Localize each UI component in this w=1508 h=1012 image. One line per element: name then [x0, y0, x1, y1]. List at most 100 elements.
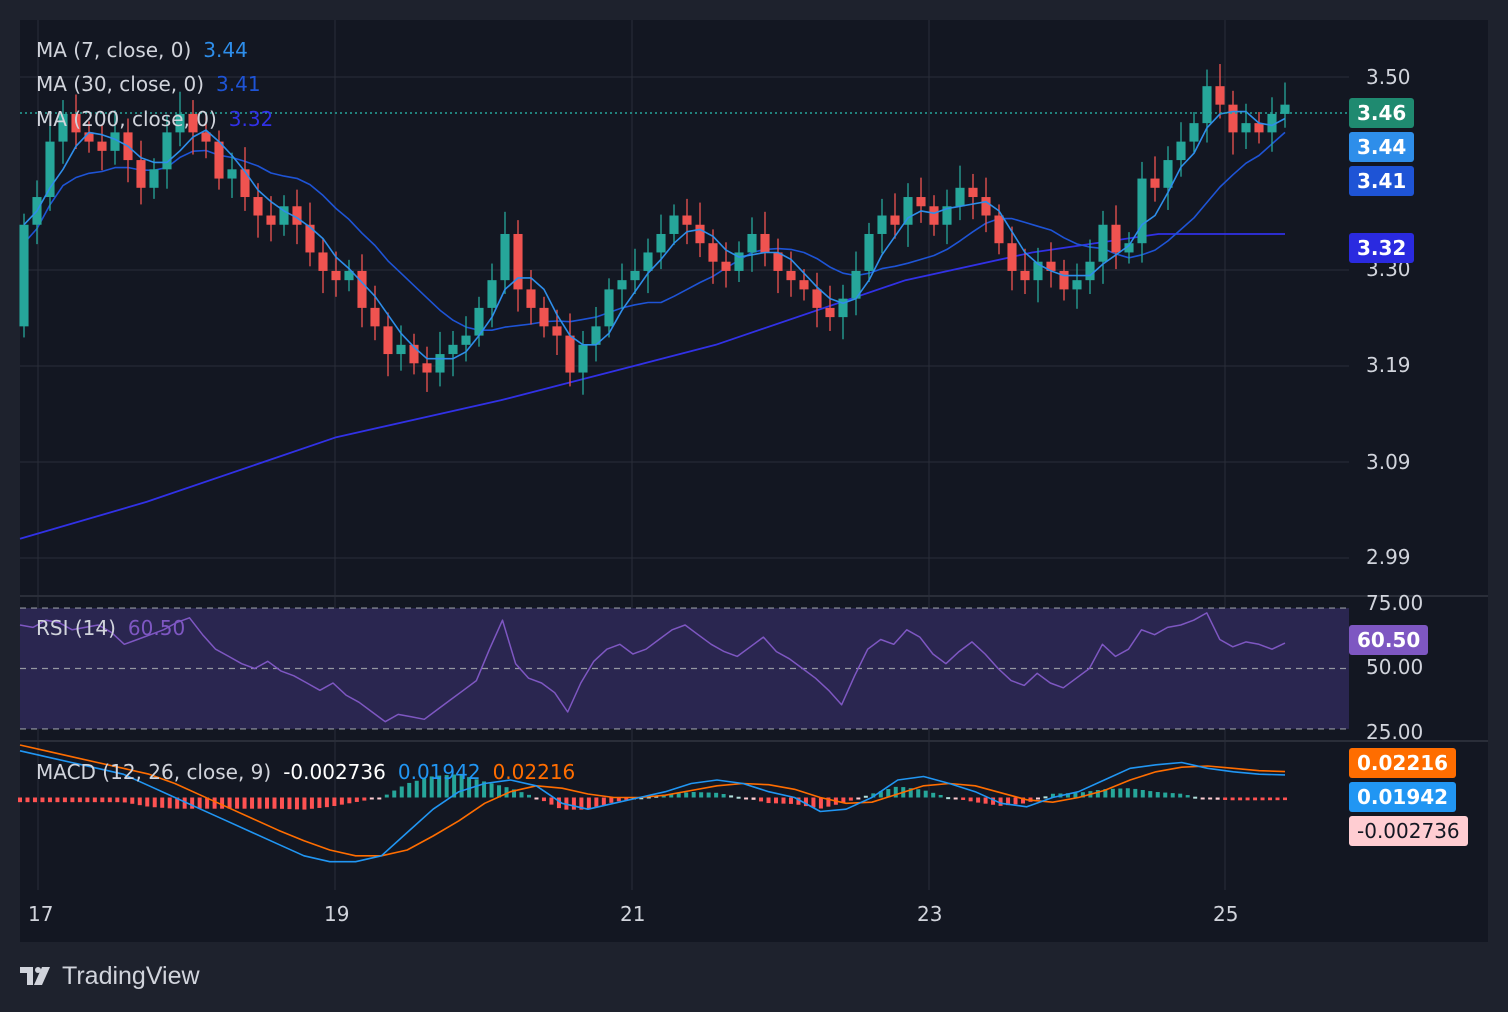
- candle-body: [1033, 261, 1043, 281]
- macd-histogram-bar: [167, 797, 172, 809]
- candle-body: [383, 326, 393, 355]
- brand[interactable]: TradingView: [20, 962, 200, 991]
- macd-histogram-bar: [32, 797, 37, 803]
- macd-histogram-bar: [1208, 797, 1213, 800]
- macd-histogram-bar: [62, 797, 67, 803]
- badge-macd-hist: -0.002736: [1349, 816, 1468, 846]
- macd-histogram-bar: [961, 797, 966, 800]
- candle-body: [1163, 160, 1173, 188]
- legend-ma200[interactable]: MA (200, close, 0) 3.32: [36, 107, 285, 131]
- candle-body: [643, 252, 653, 271]
- date-tick: 19: [324, 902, 350, 926]
- macd-histogram-bar: [669, 794, 674, 798]
- macd-histogram-bar: [781, 797, 786, 804]
- candle-body: [630, 270, 640, 281]
- macd-histogram-bar: [1080, 792, 1085, 798]
- macd-histogram-bar: [1140, 790, 1145, 798]
- candle-body: [539, 307, 549, 327]
- macd-histogram-bar: [968, 797, 973, 802]
- macd-histogram-bar: [272, 797, 277, 809]
- candle-body: [318, 252, 328, 271]
- candle-body: [513, 233, 523, 290]
- macd-histogram-bar: [317, 797, 322, 808]
- legend-ma7-value: 3.44: [203, 38, 248, 62]
- macd-histogram-bar: [70, 797, 75, 803]
- macd-histogram-bar: [1245, 797, 1250, 801]
- candle-body: [149, 169, 159, 188]
- candle-body: [669, 215, 679, 234]
- macd-histogram-bar: [976, 797, 981, 803]
- candle-body: [903, 197, 913, 225]
- macd-histogram-bar: [1006, 797, 1011, 806]
- macd-histogram-bar: [107, 797, 112, 803]
- macd-histogram-bar: [991, 797, 996, 805]
- candle-body: [1202, 86, 1212, 124]
- macd-histogram-bar: [197, 797, 202, 809]
- macd-histogram-bar: [856, 797, 861, 800]
- candle-body: [526, 289, 536, 308]
- candle-body: [994, 215, 1004, 244]
- macd-histogram-bar: [796, 797, 801, 805]
- candle-body: [1280, 104, 1290, 114]
- macd-histogram-bar: [841, 797, 846, 803]
- candle-body: [1007, 243, 1017, 271]
- macd-histogram-bar: [40, 797, 45, 803]
- legend-rsi[interactable]: RSI (14) 60.50: [36, 616, 197, 640]
- macd-histogram-bar: [294, 797, 299, 810]
- macd-pane[interactable]: [18, 744, 1287, 863]
- date-tick: 25: [1213, 902, 1239, 926]
- macd-histogram-bar: [519, 792, 524, 798]
- rsi-pane[interactable]: [19, 607, 1349, 730]
- macd-histogram-bar: [893, 786, 898, 798]
- macd-histogram-bar: [459, 774, 464, 798]
- macd-histogram-bar: [467, 777, 472, 798]
- badge-ma7: 3.44: [1349, 132, 1415, 162]
- macd-histogram-bar: [774, 797, 779, 804]
- candle-body: [552, 326, 562, 336]
- candle-body: [968, 187, 978, 198]
- candle-body: [708, 243, 718, 262]
- macd-histogram-bar: [302, 797, 307, 810]
- macd-histogram-bar: [848, 797, 853, 801]
- macd-histogram-bar: [571, 797, 576, 810]
- macd-histogram-bar: [1043, 796, 1048, 799]
- legend-macd[interactable]: MACD (12, 26, close, 9) -0.002736 0.01942 0…: [36, 760, 587, 784]
- macd-histogram-bar: [190, 797, 195, 809]
- candle-body: [591, 326, 601, 345]
- candle-body: [1254, 123, 1264, 133]
- candle-body: [773, 252, 783, 271]
- candle-body: [396, 344, 406, 355]
- legend-ma30-label: MA (30, close, 0): [36, 72, 205, 96]
- macd-histogram-bar: [609, 797, 614, 803]
- macd-histogram-bar: [1170, 793, 1175, 798]
- macd-histogram-bar: [759, 797, 764, 802]
- macd-histogram-bar: [601, 797, 606, 806]
- macd-histogram-bar: [347, 797, 352, 804]
- macd-histogram-bar: [1110, 788, 1115, 798]
- candle-body: [461, 335, 471, 345]
- macd-histogram-bar: [541, 797, 546, 802]
- macd-histogram-bar: [369, 797, 374, 800]
- macd-histogram-bar: [257, 797, 262, 809]
- macd-histogram-bar: [624, 797, 629, 800]
- macd-histogram-bar: [1021, 797, 1026, 804]
- legend-ma30[interactable]: MA (30, close, 0) 3.41: [36, 72, 273, 96]
- macd-histogram-bar: [55, 797, 60, 803]
- legend-ma7[interactable]: MA (7, close, 0) 3.44: [36, 38, 260, 62]
- candle-body: [448, 344, 458, 355]
- candle-body: [435, 354, 445, 373]
- macd-histogram-bar: [788, 797, 793, 804]
- macd-histogram-bar: [998, 797, 1003, 806]
- candle-body: [760, 233, 770, 253]
- candle-body: [1150, 178, 1160, 188]
- macd-histogram-bar: [729, 795, 734, 798]
- macd-histogram-bar: [1185, 795, 1190, 798]
- date-tick: 17: [28, 902, 54, 926]
- macd-histogram-bar: [684, 792, 689, 798]
- macd-histogram-bar: [130, 797, 135, 804]
- macd-signal-path: [19, 744, 1286, 857]
- macd-histogram-bar: [250, 797, 255, 809]
- macd-histogram-bar: [1163, 792, 1168, 798]
- candle-body: [1215, 86, 1225, 105]
